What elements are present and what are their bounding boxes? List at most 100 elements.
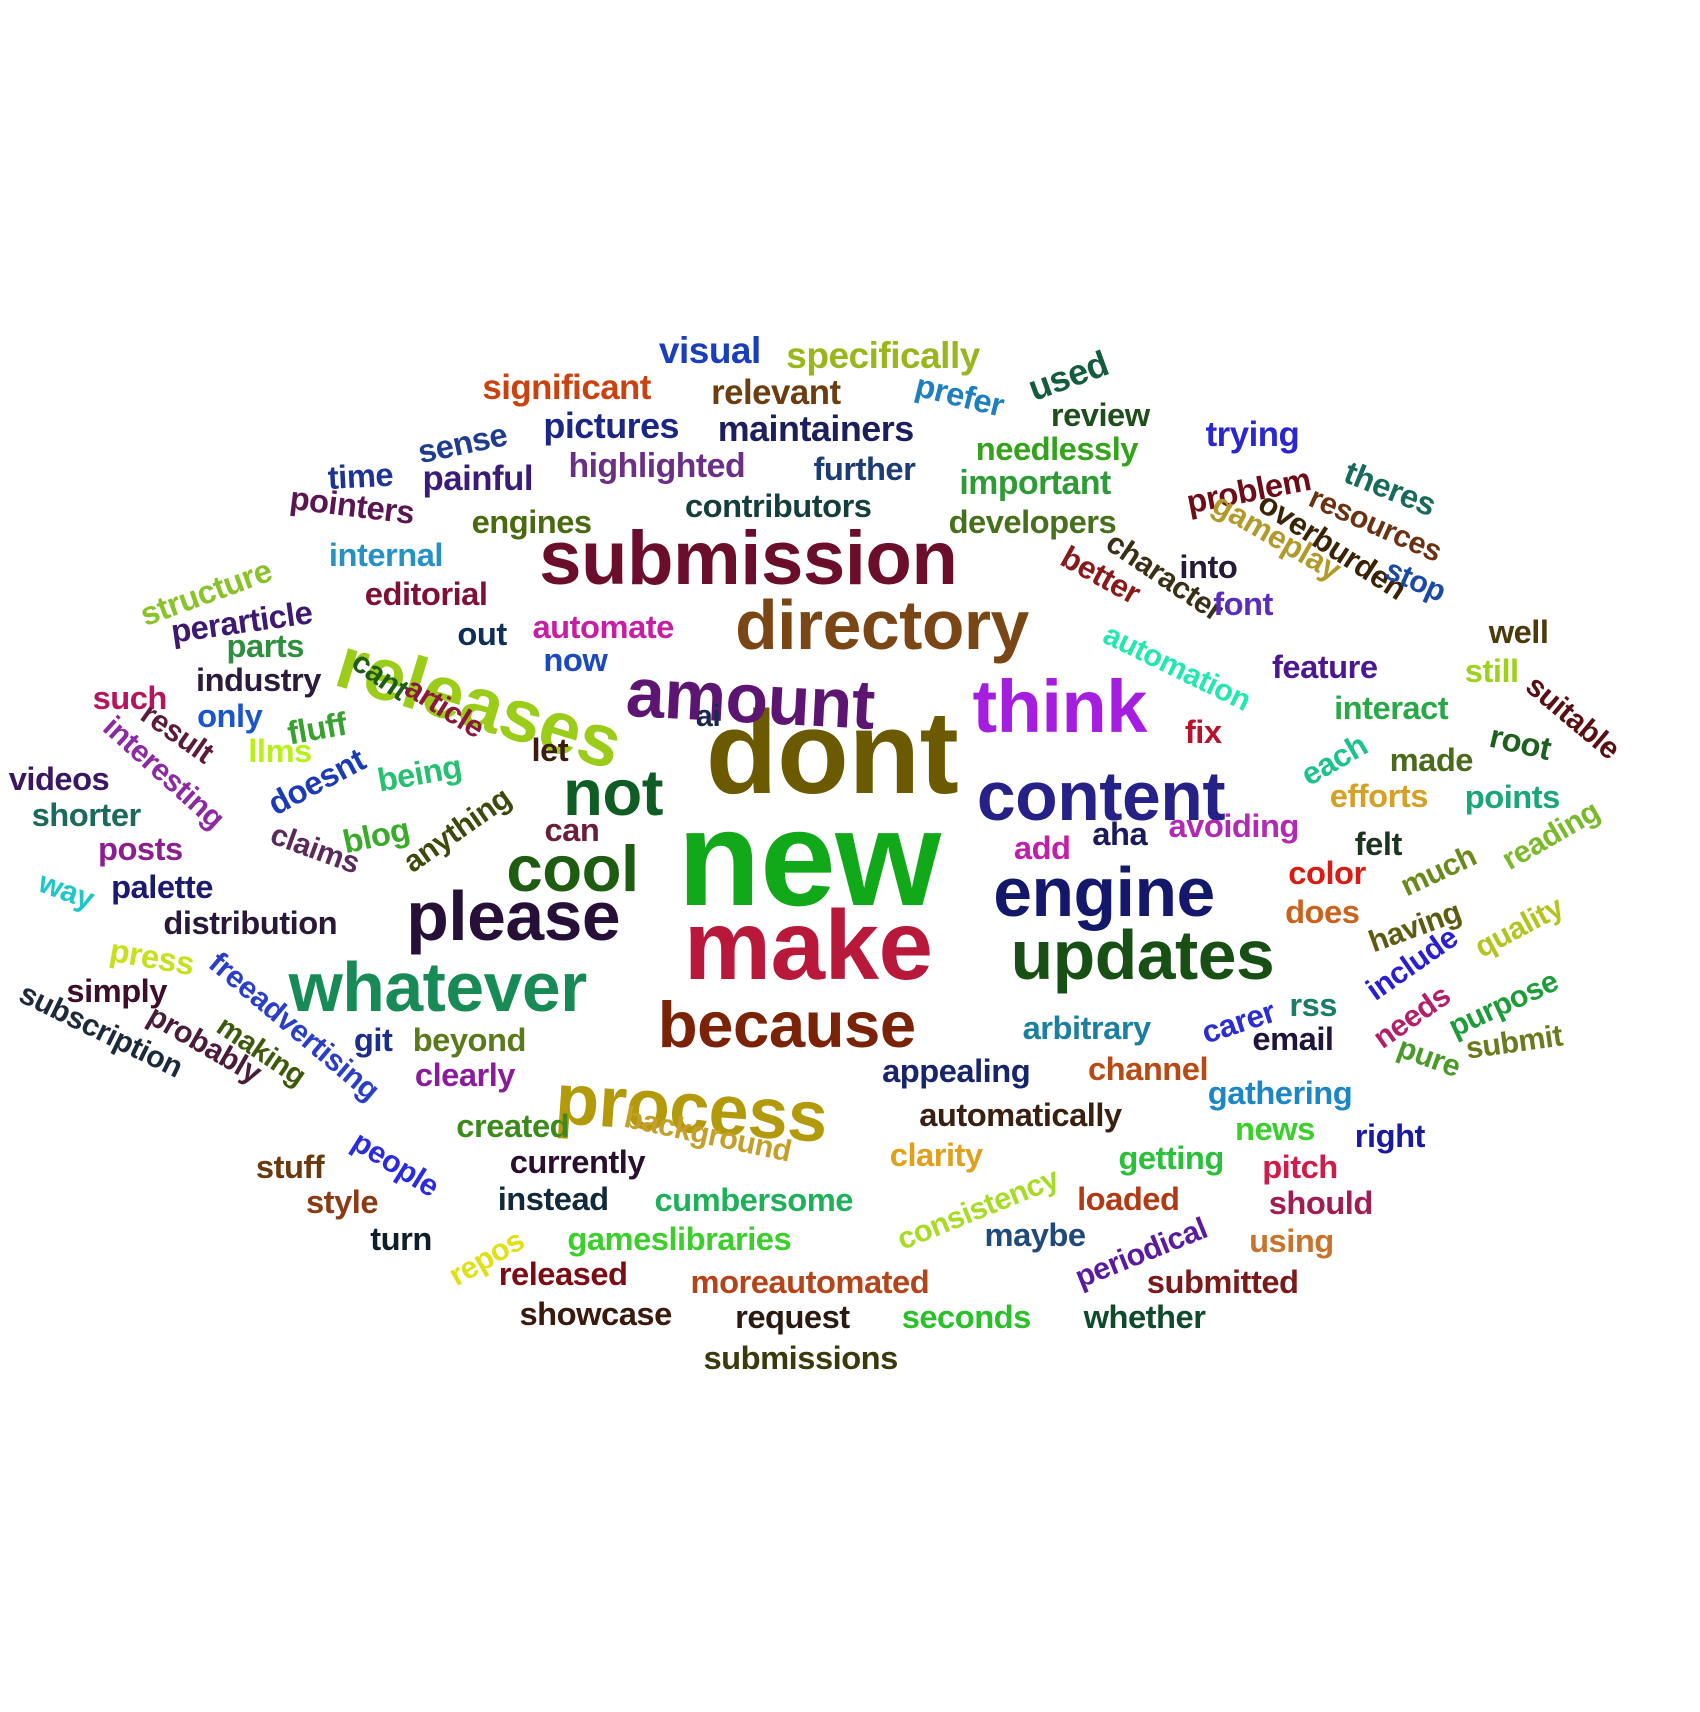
word-industry: industry [196,661,321,699]
word-only: only [197,697,263,735]
word-shorter: shorter [31,796,142,834]
word-stuff: stuff [255,1148,325,1186]
word-color: color [1288,854,1366,892]
word-way: way [33,864,99,916]
word-dont: dont [705,686,959,818]
word-channel: channel [1088,1050,1209,1088]
word-highlighted: highlighted [568,446,746,485]
word-can: can [544,810,600,848]
word-right: right [1354,1116,1426,1154]
word-simply: simply [66,971,167,1009]
word-submissions: submissions [703,1338,899,1376]
word-getting: getting [1118,1139,1224,1177]
word-add: add [1013,829,1071,866]
word-let: let [531,731,569,768]
word-such: such [92,678,168,716]
word-updates: updates [1010,915,1275,994]
word-font: font [1213,585,1273,623]
word-painful: painful [422,459,534,498]
word-distribution: distribution [163,904,338,942]
word-efforts: efforts [1329,776,1429,814]
word-content: content [976,756,1226,835]
word-felt: felt [1354,824,1403,862]
word-review: review [1050,395,1150,433]
word-should: should [1268,1184,1374,1222]
word-now: now [543,640,608,678]
word-ai: ai [695,699,721,734]
word-arbitrary: arbitrary [1022,1008,1152,1046]
word-submission: submission [539,515,958,601]
word-cumbersome: cumbersome [654,1180,854,1218]
word-into: into [1179,548,1238,586]
word-engines: engines [471,503,593,541]
word-rss: rss [1289,985,1337,1023]
word-git: git [353,1020,393,1058]
word-gameslibraries: gameslibraries [567,1220,792,1257]
word-think: think [972,664,1148,748]
word-please: please [406,876,621,955]
word-internal: internal [328,536,444,574]
word-amount: amount [624,653,877,745]
word-videos: videos [8,760,110,798]
word-news: news [1235,1110,1315,1147]
word-loaded: loaded [1077,1179,1180,1217]
word-maintainers: maintainers [717,409,914,449]
word-being: being [374,746,464,798]
word-pure: pure [1392,1030,1465,1085]
word-feature: feature [1272,648,1378,686]
word-because: because [657,988,916,1062]
word-fix: fix [1184,712,1222,750]
word-relevant: relevant [711,372,841,412]
word-whatever: whatever [288,948,588,1027]
word-maybe: maybe [984,1215,1087,1253]
word-avoiding: avoiding [1168,807,1300,845]
word-released: released [498,1254,628,1292]
word-interact: interact [1334,688,1449,726]
word-pointers: pointers [287,479,417,532]
word-request: request [735,1298,850,1336]
word-well: well [1488,613,1549,651]
word-pictures: pictures [543,405,680,446]
word-submitted: submitted [1146,1262,1299,1300]
word-aha: aha [1092,814,1148,852]
word-posts: posts [98,830,183,868]
word-new: new [677,782,941,935]
word-appealing: appealing [882,1052,1031,1090]
word-further: further [813,450,916,487]
word-created: created [456,1106,570,1144]
word-much: much [1395,838,1482,904]
word-parts: parts [226,626,305,664]
word-points: points [1464,777,1561,815]
word-make: make [683,890,933,1001]
word-directory: directory [735,585,1029,664]
word-llms: llms [248,732,312,770]
word-clarity: clarity [889,1136,983,1174]
word-root: root [1486,716,1555,767]
word-still: still [1464,651,1519,689]
word-out: out [457,614,507,652]
word-important: important [959,464,1111,503]
word-quality: quality [1469,890,1569,965]
word-gathering: gathering [1207,1074,1353,1112]
word-significant: significant [482,367,651,407]
word-prefer: prefer [911,366,1008,424]
word-showcase: showcase [519,1295,673,1333]
word-made: made [1389,740,1474,778]
word-beyond: beyond [412,1020,527,1058]
word-does: does [1285,893,1360,931]
word-clearly: clearly [414,1055,516,1093]
word-visual: visual [658,329,761,371]
word-instead: instead [497,1179,609,1217]
word-email: email [1252,1019,1334,1057]
word-pitch: pitch [1262,1148,1338,1186]
word-contributors: contributors [685,487,872,525]
word-style: style [306,1183,379,1220]
word-needlessly: needlessly [975,430,1139,468]
word-engine: engine [993,852,1215,931]
word-developers: developers [948,503,1117,541]
word-trying: trying [1205,415,1300,455]
word-specifically: specifically [786,335,980,376]
word-automate: automate [532,608,675,645]
word-currently: currently [509,1142,646,1180]
